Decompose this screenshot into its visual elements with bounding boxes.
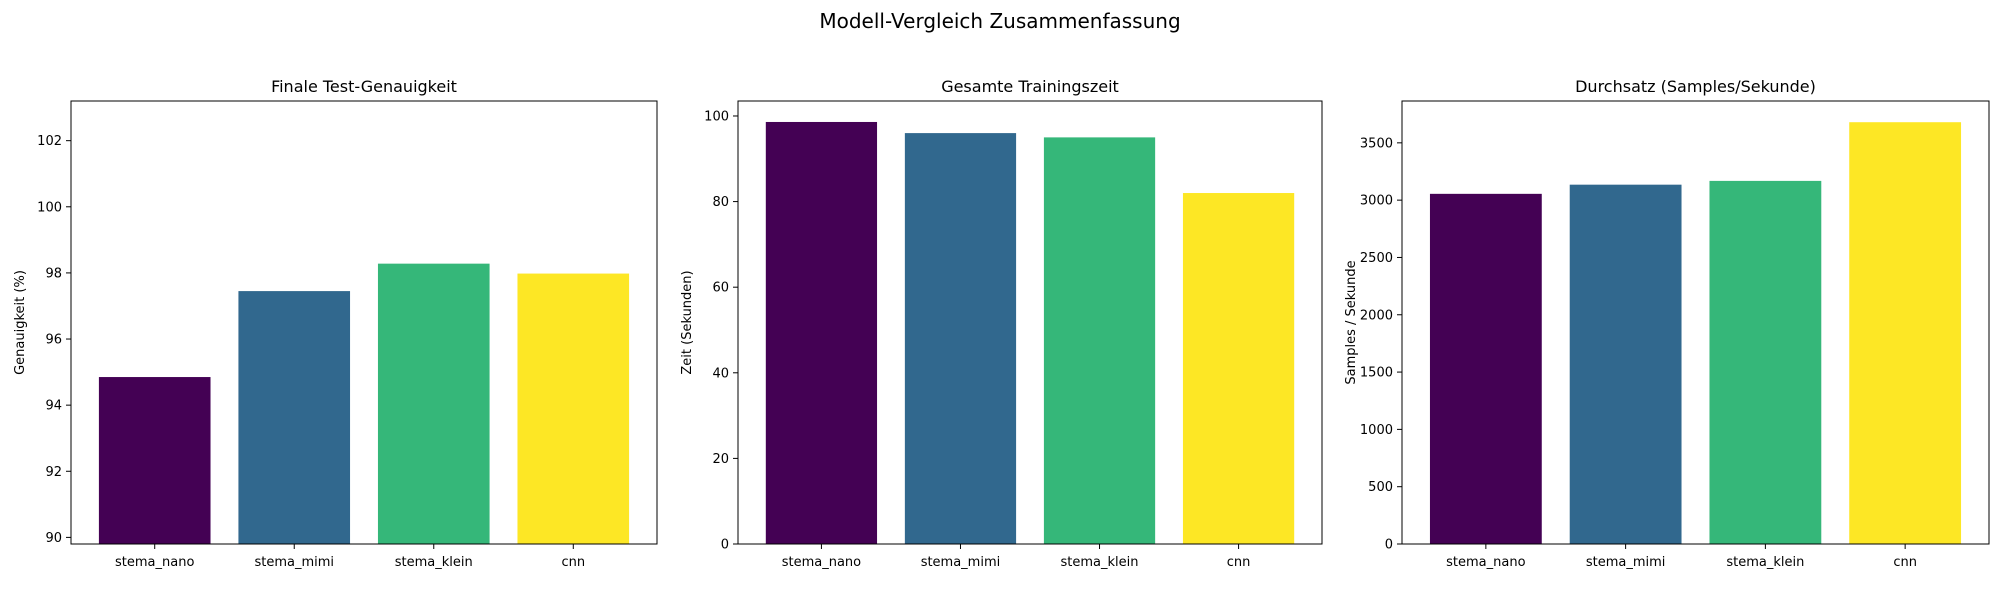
chart-panel-3: stema_nano stema_mimi stema_klein cnn 0 500 10…	[1344, 77, 1990, 570]
y-tick-label: 90	[45, 531, 62, 546]
y-axis-label: Genauigkeit (%)	[13, 270, 28, 375]
y-tick-label: 92	[45, 465, 62, 480]
panel-title: Gesamte Trainingszeit	[941, 77, 1119, 96]
y-tick-label: 0	[721, 538, 729, 553]
bar-stema_klein	[1043, 137, 1156, 544]
bar-stema_mimi	[1569, 184, 1682, 544]
panel-title: Durchsatz (Samples/Sekunde)	[1575, 77, 1816, 96]
y-tick-label: 20	[712, 452, 729, 467]
x-tick-label: stema_nano	[1446, 555, 1525, 570]
bar-stema_nano	[1429, 193, 1542, 544]
y-tick-label: 1000	[1360, 423, 1393, 438]
y-tick-label: 3000	[1360, 194, 1393, 209]
y-tick-label: 94	[45, 399, 62, 414]
y-tick-label: 2000	[1360, 308, 1393, 323]
bar-stema_mimi	[904, 133, 1017, 545]
figure-suptitle: Modell-Vergleich Zusammenfassung	[819, 9, 1180, 33]
x-tick-label: cnn	[1893, 555, 1917, 570]
y-tick-label: 3500	[1360, 136, 1393, 151]
chart-panels: stema_nano stema_mimi stema_klein cnn 90 92 94…	[13, 77, 1990, 570]
plot-frame	[70, 100, 658, 545]
y-tick-label: 100	[37, 200, 62, 215]
chart-panel-1: stema_nano stema_mimi stema_klein cnn 90 92 94…	[13, 77, 658, 570]
x-tick-label: stema_klein	[395, 555, 473, 570]
bar-stema_klein	[1709, 180, 1822, 544]
y-tick-label: 40	[712, 366, 729, 381]
y-tick-label: 0	[1385, 538, 1393, 553]
bar-stema_nano	[98, 377, 211, 544]
x-tick-label: stema_mimi	[1586, 555, 1666, 570]
bar-cnn	[517, 273, 630, 544]
y-tick-label: 96	[45, 333, 62, 348]
y-tick-label: 80	[712, 195, 729, 210]
chart-panel-2: stema_nano stema_mimi stema_klein cnn 0 20 40 6…	[680, 77, 1323, 570]
y-tick-label: 100	[704, 109, 729, 124]
plot-frame	[737, 100, 1323, 545]
x-tick-label: stema_klein	[1726, 555, 1804, 570]
bar-stema_nano	[765, 121, 878, 544]
y-tick-label: 98	[45, 266, 62, 281]
y-tick-label: 1500	[1360, 366, 1393, 381]
x-tick-label: cnn	[561, 555, 585, 570]
x-tick-label: stema_nano	[782, 555, 861, 570]
x-tick-label: stema_nano	[115, 555, 194, 570]
y-tick-label: 60	[712, 281, 729, 296]
y-tick-label: 500	[1368, 480, 1393, 495]
y-axis-label: Zeit (Sekunden)	[680, 270, 695, 374]
y-axis-label: Samples / Sekunde	[1344, 260, 1359, 384]
x-tick-label: stema_mimi	[254, 555, 334, 570]
y-tick-label: 2500	[1360, 251, 1393, 266]
bar-cnn	[1849, 122, 1962, 544]
panel-title: Finale Test-Genauigkeit	[271, 77, 457, 96]
x-tick-label: cnn	[1227, 555, 1251, 570]
x-tick-label: stema_mimi	[921, 555, 1001, 570]
bar-stema_mimi	[238, 291, 351, 544]
plot-frame	[1401, 100, 1990, 545]
bar-cnn	[1182, 193, 1295, 544]
y-tick-label: 102	[37, 134, 62, 149]
bar-stema_klein	[377, 263, 490, 544]
x-tick-label: stema_klein	[1061, 555, 1139, 570]
